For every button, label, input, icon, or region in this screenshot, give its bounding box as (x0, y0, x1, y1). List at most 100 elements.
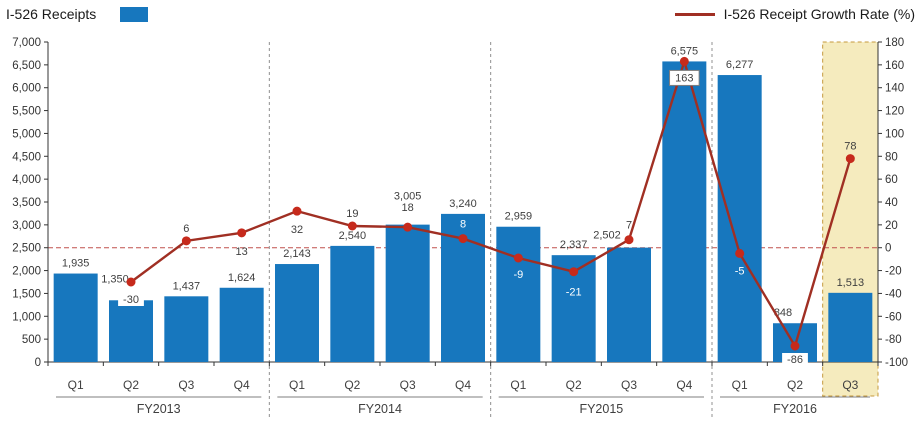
right-axis-tick-label: -100 (885, 357, 908, 369)
quarter-label: Q1 (68, 378, 84, 392)
quarter-label: Q3 (178, 378, 194, 392)
bar (717, 75, 762, 363)
bar (385, 224, 430, 362)
fy-label: FY2015 (579, 402, 623, 416)
quarter-label: Q2 (123, 378, 139, 392)
bar (275, 264, 319, 362)
left-axis-tick-label: 4,000 (12, 174, 41, 186)
right-axis-tick-label: -80 (885, 334, 902, 346)
growth-value-label: 8 (460, 219, 466, 231)
bar-value-label: 2,959 (505, 211, 533, 223)
growth-line (130, 57, 852, 349)
growth-point (513, 253, 523, 263)
growth-label-backdrop (118, 293, 144, 306)
growth-point (845, 154, 855, 164)
quarter-label: Q2 (344, 378, 360, 392)
left-axis-tick-label: 500 (22, 334, 41, 346)
growth-label-backdrop (782, 353, 808, 366)
left-axis-tick-label: 7,000 (12, 37, 41, 49)
growth-value-label: -21 (566, 287, 582, 299)
bar (53, 273, 98, 362)
bar (219, 287, 264, 362)
right-axis-tick-label: 140 (885, 83, 904, 95)
growth-value-label: 6 (183, 223, 189, 235)
growth-value-label: 13 (236, 246, 248, 258)
right-axis-tick-label: 100 (885, 128, 904, 140)
growth-value-label: 32 (291, 224, 303, 236)
growth-point (126, 277, 136, 287)
growth-point (624, 235, 634, 245)
right-axis-tick-label: -20 (885, 266, 902, 278)
bar (607, 247, 651, 362)
growth-point (181, 236, 191, 246)
growth-point (679, 56, 689, 66)
right-axis-tick-label: 40 (885, 197, 898, 209)
fy-label: FY2016 (773, 402, 817, 416)
right-axis-tick-label: 0 (885, 243, 891, 255)
bar-value-label: 1,437 (173, 280, 201, 292)
right-axis-tick-label: 160 (885, 60, 904, 72)
growth-value-label: 19 (346, 208, 358, 220)
left-axis-tick-label: 5,000 (12, 128, 41, 140)
quarter-label: Q3 (842, 378, 858, 392)
bar-value-label: 1,350 (101, 273, 129, 285)
left-axis-tick-label: 4,500 (12, 151, 41, 163)
growth-point (292, 206, 302, 216)
left-axis-tick-label: 6,500 (12, 60, 41, 72)
line-swatch-icon (674, 12, 715, 16)
bar-value-label: 6,575 (671, 45, 699, 57)
growth-point (403, 222, 413, 232)
bar (109, 300, 153, 362)
growth-value-label: -5 (735, 265, 745, 277)
bar-value-label: 1,513 (837, 277, 865, 289)
right-axis-tick-label: -60 (885, 311, 902, 323)
left-axis-tick-label: 2,000 (12, 266, 41, 278)
growth-value-label: 18 (402, 202, 414, 214)
quarter-label: Q4 (676, 378, 692, 392)
left-axis-tick-label: 1,500 (12, 288, 41, 300)
left-axis-tick-label: 3,500 (12, 197, 41, 209)
bar (496, 226, 541, 362)
bar (164, 296, 209, 362)
growth-value-label: 78 (844, 141, 856, 153)
growth-point (347, 221, 357, 231)
bar-value-label: 3,005 (394, 191, 422, 203)
quarter-label: Q3 (621, 378, 637, 392)
bar (330, 245, 375, 362)
fy-label: FY2014 (358, 402, 402, 416)
right-axis-tick-label: 20 (885, 220, 898, 232)
left-axis-tick-label: 3,000 (12, 220, 41, 232)
bar-value-label: 2,337 (560, 239, 588, 251)
quarter-label: Q2 (787, 378, 803, 392)
legend-receipts: I-526 Receipts (6, 6, 149, 22)
growth-point (458, 234, 468, 244)
right-axis-tick-label: 60 (885, 174, 898, 186)
growth-value-label: 163 (675, 72, 693, 84)
legend-growth-label: I-526 Receipt Growth Rate (%) (723, 6, 915, 22)
bar-value-label: 2,502 (593, 230, 621, 242)
bar-value-label: 3,240 (449, 198, 477, 210)
bar-value-label: 2,143 (283, 248, 311, 260)
growth-point (735, 248, 745, 258)
bar (828, 292, 873, 362)
quarter-label: Q4 (234, 378, 250, 392)
legend-growth: I-526 Receipt Growth Rate (%) (674, 6, 915, 22)
growth-value-label: 7 (626, 220, 632, 232)
left-axis-tick-label: 6,000 (12, 83, 41, 95)
right-axis-tick-label: 80 (885, 151, 898, 163)
growth-value-label: -86 (787, 354, 803, 366)
bar-label-backdrop (587, 228, 627, 242)
bar-value-label: 6,277 (726, 59, 754, 71)
quarter-label: Q4 (455, 378, 471, 392)
growth-point (790, 341, 800, 351)
bar-value-label: 1,935 (62, 258, 90, 270)
bar-swatch-icon (120, 6, 149, 22)
growth-point (569, 267, 579, 277)
growth-label-box (669, 69, 700, 86)
right-axis-tick-label: 120 (885, 106, 904, 118)
quarter-label: Q3 (400, 378, 416, 392)
quarter-label: Q1 (510, 378, 526, 392)
quarter-label: Q2 (566, 378, 582, 392)
